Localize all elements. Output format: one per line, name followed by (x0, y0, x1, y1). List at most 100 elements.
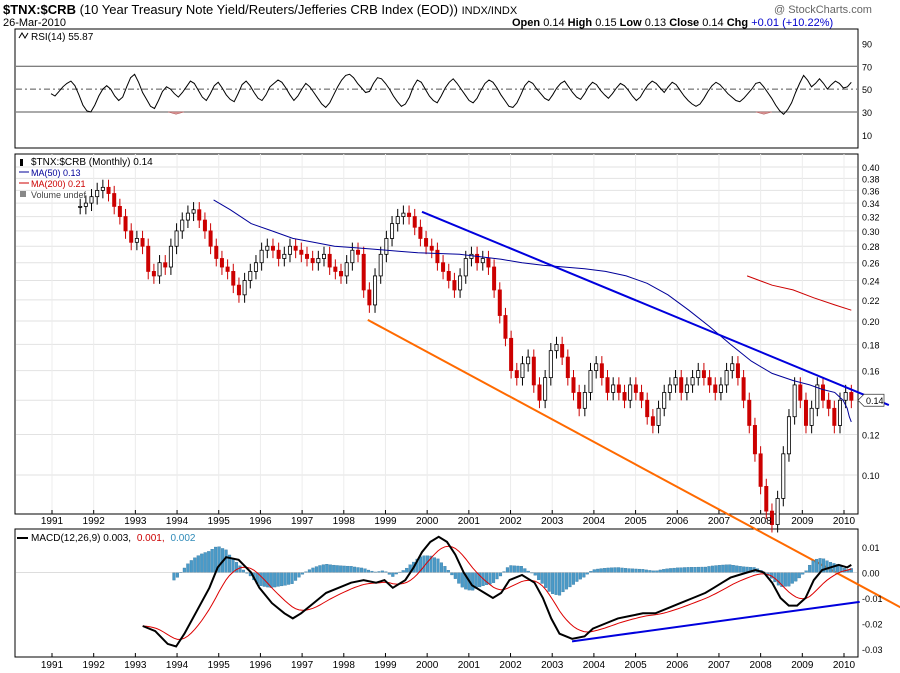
x-tick-label: 2001 (458, 516, 481, 527)
macd-histogram-bar (391, 572, 395, 577)
ma200-line (746, 275, 852, 311)
candle-body (276, 249, 281, 259)
macd-histogram-bar (273, 572, 277, 588)
x-tick-label: 2008 (750, 516, 773, 527)
candle-body (673, 377, 678, 386)
candle-body (242, 280, 247, 296)
macd-histogram-bar (182, 567, 186, 573)
candle-body (151, 271, 156, 277)
price-y-tick-label: 0.12 (862, 430, 880, 440)
macd-histogram-bar (693, 567, 697, 573)
macd-histogram-bar (495, 572, 499, 580)
macd-line (142, 535, 852, 648)
chart-symbol-line: $TNX:$CRB (10 Year Treasury Note Yield/R… (3, 2, 517, 17)
legend-line-icon (18, 32, 29, 39)
close-label: Close (669, 17, 700, 29)
candle-body (696, 370, 701, 379)
macd-histogram-bar (186, 563, 190, 573)
macd-histogram-bar (509, 565, 513, 573)
macd-histogram-bar (346, 565, 350, 573)
macd-histogram-bar (811, 560, 815, 573)
rsi-y-tick-label: 90 (862, 39, 872, 49)
x-tick-label: 2003 (541, 660, 564, 671)
candle-body (577, 392, 582, 409)
candle-body (117, 205, 122, 217)
candle-body (89, 196, 94, 204)
candle-body (724, 370, 729, 386)
legend-volume-swatch (20, 191, 26, 197)
price-y-tick-label: 0.18 (862, 340, 880, 350)
candle-body (809, 407, 814, 426)
macd-histogram-bar (325, 564, 329, 573)
x-tick-label: 2005 (624, 660, 647, 671)
macd-legend-signal: 0.001, (137, 533, 165, 544)
candle-body (270, 245, 275, 251)
candle-body (769, 510, 774, 525)
candle-body (344, 262, 349, 277)
macd-histogram-bar (401, 570, 405, 573)
macd-histogram-bar (623, 568, 628, 573)
candle-body (469, 253, 474, 259)
macd-histogram-bar (596, 568, 600, 573)
candle-body (537, 384, 542, 401)
macd-histogram-bar (627, 568, 631, 573)
x-tick-label: 2004 (583, 660, 606, 671)
macd-histogram-bar (606, 567, 610, 573)
candle-body (463, 258, 468, 277)
x-tick-label: 2000 (416, 516, 439, 527)
macd-histogram-bar (439, 562, 443, 573)
x-tick-label: 2003 (541, 516, 564, 527)
ma50-line (213, 199, 852, 423)
candle-body (730, 363, 735, 371)
macd-histogram-bar (405, 567, 409, 573)
candle-body (622, 392, 627, 401)
macd-histogram-bar (311, 567, 315, 573)
ohlc-summary: Open 0.14 High 0.15 Low 0.13 Close 0.14 … (512, 17, 833, 29)
candle-body (798, 384, 803, 401)
candle-body (83, 202, 88, 207)
candle-body (412, 216, 417, 228)
macd-histogram-bar (366, 569, 371, 573)
macd-histogram-bar (471, 572, 475, 591)
macd-histogram-bar (175, 572, 179, 578)
candle-body (140, 238, 145, 247)
macd-histogram-bar (488, 572, 492, 585)
macd-histogram-bar (443, 566, 447, 573)
macd-histogram-bar (620, 567, 624, 573)
macd-histogram-bar (287, 572, 291, 585)
macd-histogram-bar (328, 564, 332, 573)
macd-histogram-bar (724, 564, 728, 573)
macd-y-tick-label: -0.03 (862, 645, 883, 655)
candle-body (560, 344, 565, 358)
candle-body (775, 498, 780, 525)
macd-histogram-bar (794, 572, 798, 582)
macd-histogram-bar (568, 572, 572, 588)
candle-body (531, 356, 536, 386)
macd-histogram-bar (644, 569, 648, 573)
candle-body (225, 266, 230, 272)
macd-histogram-bar (196, 555, 200, 573)
candle-body (628, 384, 633, 401)
macd-histogram-bar (224, 549, 228, 573)
macd-histogram-bar (269, 572, 273, 588)
macd-histogram-bar (318, 565, 322, 573)
candle-body (639, 392, 644, 401)
candle-body (514, 370, 519, 379)
macd-histogram-bar (783, 572, 787, 587)
candle-body (146, 245, 151, 272)
candle-body (373, 275, 378, 306)
candle-body (424, 238, 429, 247)
macd-histogram-bar (790, 572, 794, 584)
x-tick-label: 1997 (291, 660, 314, 671)
candle-body (123, 216, 128, 232)
candle-body (707, 377, 712, 386)
candle-body (520, 363, 525, 379)
x-tick-label: 1994 (166, 516, 189, 527)
price-y-tick-label: 0.16 (862, 367, 880, 377)
macd-histogram-bar (551, 572, 555, 594)
x-tick-label: 2010 (833, 660, 856, 671)
candle-body (718, 384, 723, 393)
candle-body (458, 275, 463, 291)
x-tick-label: 2001 (458, 660, 481, 671)
x-tick-label: 1992 (83, 660, 106, 671)
